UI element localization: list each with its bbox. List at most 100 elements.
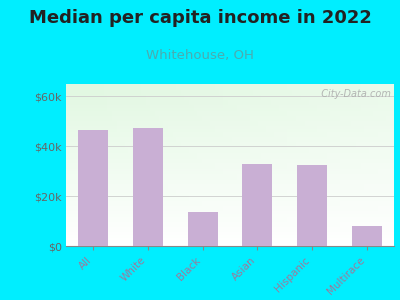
Bar <box>66 195 394 196</box>
Bar <box>151 84 153 246</box>
Bar <box>206 84 207 246</box>
Bar <box>120 84 122 246</box>
Bar <box>191 84 192 246</box>
Bar <box>66 233 394 234</box>
Bar <box>79 84 81 246</box>
Bar <box>94 84 96 246</box>
Bar <box>66 105 394 106</box>
Bar <box>114 84 115 246</box>
Bar <box>294 84 296 246</box>
Bar <box>66 157 394 158</box>
Bar <box>236 84 238 246</box>
Bar <box>346 84 348 246</box>
Bar <box>66 208 394 209</box>
Bar <box>222 84 224 246</box>
Bar <box>273 84 274 246</box>
Bar <box>274 84 276 246</box>
Bar <box>230 84 232 246</box>
Bar <box>66 205 394 206</box>
Bar <box>66 119 394 120</box>
Bar <box>66 91 394 92</box>
Bar <box>335 84 336 246</box>
Bar <box>276 84 278 246</box>
Bar <box>66 239 394 240</box>
Bar <box>66 180 394 181</box>
Bar <box>66 138 394 139</box>
Bar <box>66 176 394 177</box>
Bar <box>128 84 130 246</box>
Bar <box>306 84 307 246</box>
Bar <box>233 84 235 246</box>
Bar <box>66 183 394 184</box>
Bar <box>279 84 281 246</box>
Bar <box>391 84 392 246</box>
Bar <box>66 95 394 96</box>
Bar <box>66 143 394 144</box>
Bar <box>314 84 315 246</box>
Bar <box>66 136 394 137</box>
Bar <box>66 156 394 157</box>
Bar <box>66 107 394 108</box>
Bar <box>66 240 394 241</box>
Bar <box>384 84 386 246</box>
Bar <box>127 84 128 246</box>
Bar <box>66 219 394 220</box>
Bar <box>215 84 217 246</box>
Bar <box>66 172 394 173</box>
Bar <box>160 84 161 246</box>
Bar <box>299 84 300 246</box>
Bar <box>66 113 394 114</box>
Bar <box>110 84 112 246</box>
Bar <box>66 193 394 194</box>
Bar <box>392 84 394 246</box>
Bar <box>66 215 394 216</box>
Bar <box>138 84 140 246</box>
Bar <box>84 84 86 246</box>
Bar <box>115 84 117 246</box>
Bar <box>66 178 394 179</box>
Bar <box>256 84 258 246</box>
Bar <box>260 84 261 246</box>
Bar <box>66 169 394 170</box>
Bar <box>376 84 378 246</box>
Bar <box>66 120 394 121</box>
Bar <box>278 84 279 246</box>
Bar <box>212 84 214 246</box>
Bar <box>66 89 394 90</box>
Bar <box>242 84 243 246</box>
Bar <box>156 84 158 246</box>
Bar <box>66 144 394 145</box>
Bar <box>104 84 105 246</box>
Bar <box>251 84 253 246</box>
Bar <box>66 186 394 187</box>
Bar <box>69 84 71 246</box>
Bar <box>66 128 394 129</box>
Bar <box>356 84 358 246</box>
Bar <box>118 84 120 246</box>
Bar <box>204 84 206 246</box>
Bar <box>382 84 384 246</box>
Bar <box>66 102 394 103</box>
Bar <box>66 207 394 208</box>
Bar <box>66 101 394 102</box>
Bar <box>304 84 306 246</box>
Bar <box>258 84 260 246</box>
Bar <box>184 84 186 246</box>
Bar <box>66 197 394 198</box>
Bar <box>71 84 72 246</box>
Bar <box>66 147 394 148</box>
Bar <box>150 84 151 246</box>
Bar <box>66 93 394 94</box>
Bar <box>66 111 394 112</box>
Bar <box>66 150 394 151</box>
Bar <box>266 84 268 246</box>
Bar <box>66 90 394 91</box>
Bar <box>174 84 176 246</box>
Bar <box>171 84 173 246</box>
Bar <box>66 151 394 152</box>
Bar <box>66 110 394 111</box>
Bar <box>317 84 318 246</box>
Bar <box>282 84 284 246</box>
Bar <box>89 84 90 246</box>
Bar <box>66 228 394 229</box>
